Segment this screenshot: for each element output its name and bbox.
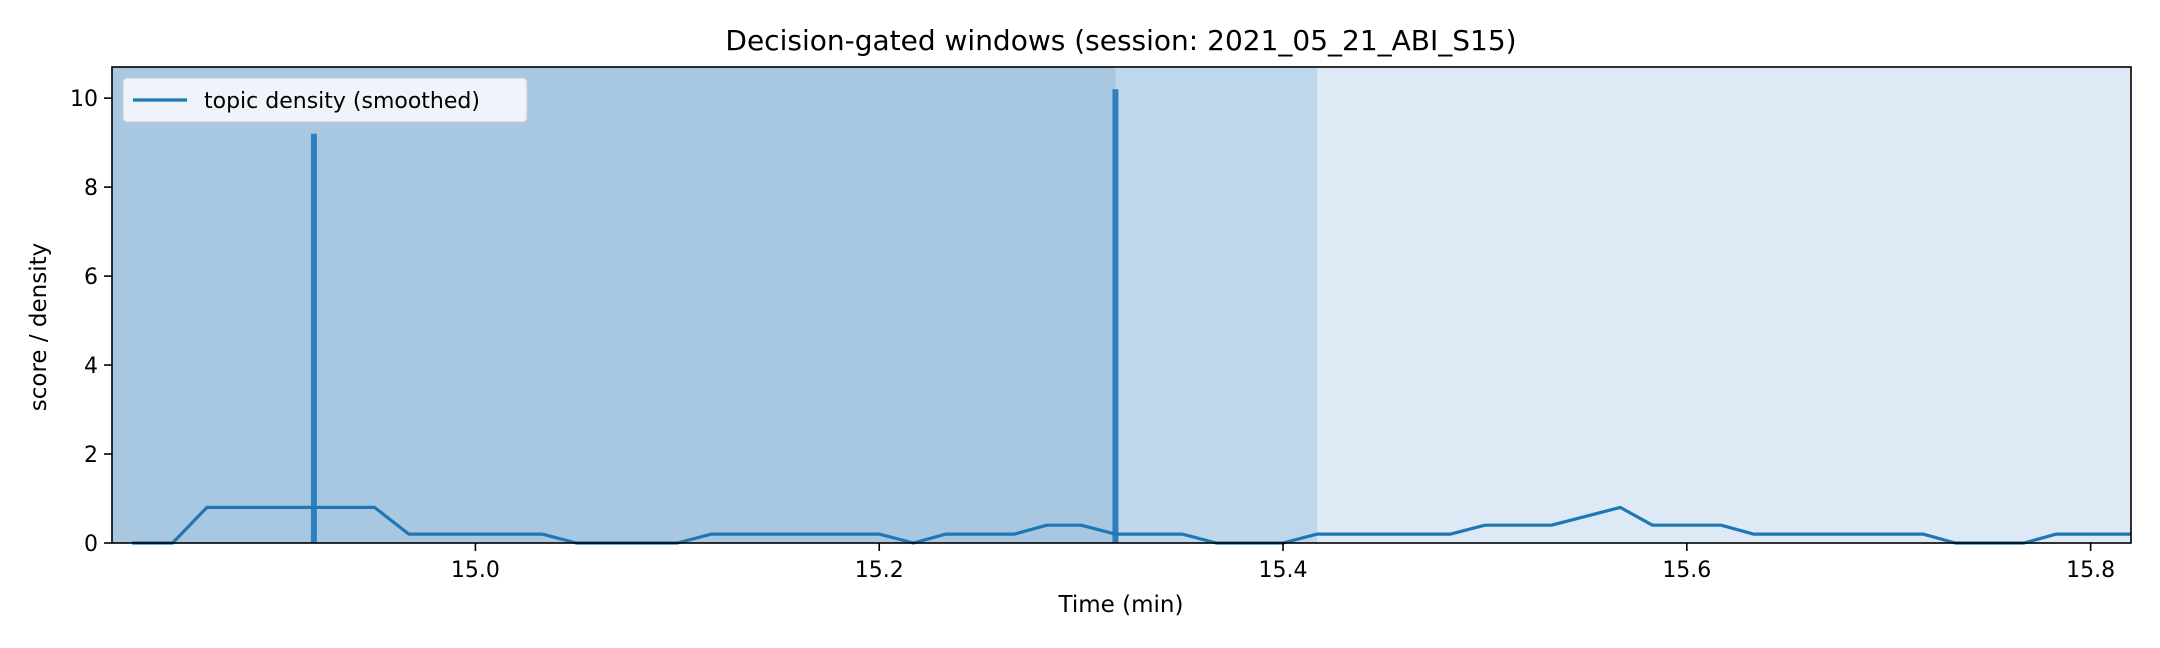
- series-line-1: [132, 505, 2131, 545]
- legend: topic density (smoothed): [122, 77, 528, 123]
- y-tick-label: 6: [84, 265, 98, 290]
- x-tick-label: 15.4: [1259, 558, 1308, 583]
- y-tick-label: 4: [84, 354, 98, 379]
- y-tick-label: 2: [84, 443, 98, 468]
- x-tick-label: 15.0: [451, 558, 500, 583]
- y-axis-label: score / density: [26, 243, 52, 412]
- decision-spikes: [310, 89, 1119, 543]
- window-band-3: [1317, 67, 2131, 543]
- x-tick-label: 15.8: [2066, 558, 2115, 583]
- x-axis-label: Time (min): [1058, 592, 1184, 618]
- y-tick-label: 0: [84, 532, 98, 557]
- x-tick-label: 15.2: [855, 558, 904, 583]
- x-tick-label: 15.6: [1662, 558, 1711, 583]
- chart-title: Decision-gated windows (session: 2021_05…: [725, 24, 1516, 57]
- x-axis: 15.0 15.2 15.4 15.6 15.8: [451, 543, 2115, 583]
- y-tick-label: 8: [84, 176, 98, 201]
- y-axis: 0 2 4 6 8 10: [70, 87, 112, 557]
- plot-frame: [111, 66, 2132, 544]
- series-lines: [132, 505, 2131, 545]
- legend-label: topic density (smoothed): [204, 89, 480, 114]
- window-band-1: [112, 67, 1116, 543]
- decision-windows: [112, 67, 2131, 543]
- window-band-2: [1115, 67, 1318, 543]
- y-tick-label: 10: [70, 87, 98, 112]
- legend-box: [122, 77, 528, 123]
